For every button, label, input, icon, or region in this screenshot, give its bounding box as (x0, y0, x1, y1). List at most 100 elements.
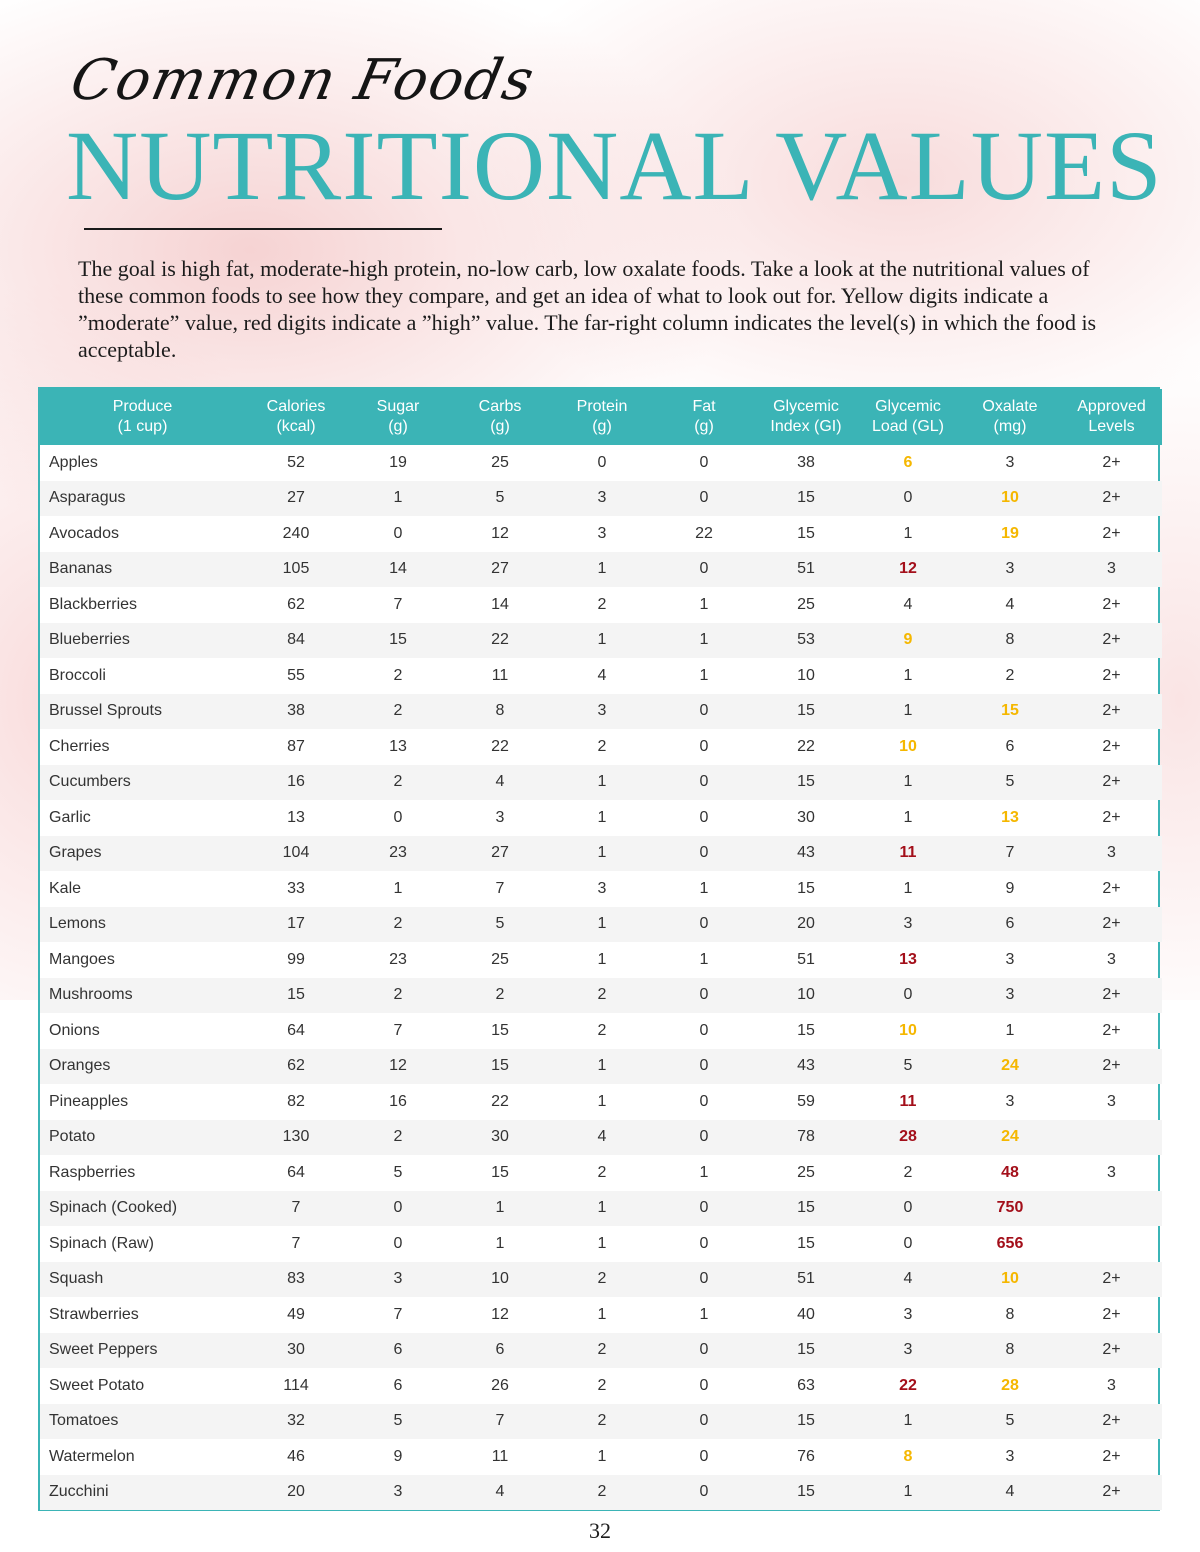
table-row: Kale 33 1 7 3 1 15 1 9 2+ (40, 871, 1162, 907)
cell-fat: 0 (653, 1119, 755, 1155)
cell-glycemic-load: 1 (903, 879, 913, 897)
cell-produce: Bananas (40, 551, 245, 587)
column-header-glycemic-index: Glycemic Index (GI) (755, 389, 857, 445)
cell-carbs: 3 (495, 808, 505, 826)
cell-carbs: 30 (449, 1119, 551, 1155)
cell-fat: 1 (653, 622, 755, 658)
cell-oxalate: 3 (1005, 950, 1015, 968)
cell-fat: 0 (699, 1021, 709, 1039)
column-header-sugar: Sugar (g) (347, 389, 449, 445)
cell-glycemic-index: 22 (797, 737, 815, 755)
cell-calories: 87 (287, 737, 305, 755)
cell-glycemic-index: 78 (755, 1119, 857, 1155)
cell-glycemic-load: 10 (899, 1021, 917, 1039)
cell-carbs: 1 (449, 1190, 551, 1226)
cell-produce: Watermelon (49, 1447, 135, 1465)
table-row: Strawberries 49 7 12 1 1 40 3 8 2+ (40, 1297, 1162, 1333)
table-body: Apples 52 19 25 0 0 38 6 3 2+ Asparagus 27 1 5 3 0 15 0 10… (40, 445, 1162, 1510)
cell-fat: 0 (653, 906, 755, 942)
cell-fat: 0 (699, 1092, 709, 1110)
cell-glycemic-index: 51 (797, 950, 815, 968)
column-header-unit: (g) (490, 418, 510, 435)
cell-oxalate: 2 (1005, 666, 1015, 684)
cell-glycemic-load: 6 (903, 453, 913, 471)
cell-oxalate: 750 (959, 1190, 1061, 1226)
cell-fat: 0 (653, 1048, 755, 1084)
column-header-line: Glycemic (875, 398, 941, 415)
cell-calories: 38 (245, 693, 347, 729)
cell-produce: Avocados (49, 524, 119, 542)
cell-oxalate: 4 (1005, 595, 1015, 613)
cell-produce: Zucchini (40, 1474, 245, 1510)
cell-produce: Brussel Sprouts (40, 693, 245, 729)
cell-protein: 2 (551, 1261, 653, 1297)
column-header-calories: Calories (kcal) (245, 389, 347, 445)
cell-produce: Spinach (Raw) (49, 1234, 154, 1252)
nutrition-table-container: Produce (1 cup) Calories (kcal) Sugar (g) Carb… (38, 387, 1162, 1511)
column-header-produce: Produce (1 cup) (40, 389, 245, 445)
cell-calories: 64 (287, 1163, 305, 1181)
cell-calories: 104 (245, 835, 347, 871)
cell-fat: 0 (653, 480, 755, 516)
table-row: Broccoli 55 2 11 4 1 10 1 2 2+ (40, 658, 1162, 694)
cell-protein: 1 (551, 764, 653, 800)
cell-oxalate: 3 (1005, 1447, 1015, 1465)
cell-approved-levels: 2+ (1061, 1474, 1162, 1510)
cell-protein: 2 (551, 1474, 653, 1510)
cell-protein: 3 (597, 524, 607, 542)
cell-carbs: 5 (449, 906, 551, 942)
cell-produce: Mushrooms (40, 977, 245, 1013)
cell-glycemic-index: 51 (755, 551, 857, 587)
column-header-unit: (mg) (993, 418, 1027, 435)
cell-carbs: 12 (491, 1305, 509, 1323)
table-row: Potato 130 2 30 4 0 78 28 24 (40, 1119, 1162, 1155)
cell-glycemic-index: 51 (755, 1261, 857, 1297)
cell-produce: Blueberries (40, 622, 245, 658)
cell-oxalate: 3 (959, 551, 1061, 587)
cell-glycemic-index: 30 (797, 808, 815, 826)
cell-glycemic-load: 1 (857, 1474, 959, 1510)
cell-oxalate: 10 (959, 480, 1061, 516)
cell-oxalate: 3 (959, 977, 1061, 1013)
cell-sugar: 1 (347, 480, 449, 516)
cell-protein: 1 (597, 950, 607, 968)
cell-fat: 1 (699, 950, 709, 968)
cell-protein: 1 (597, 1305, 607, 1323)
column-header-fat: Fat (g) (653, 389, 755, 445)
cell-oxalate: 8 (959, 622, 1061, 658)
cell-approved-levels: 2+ (1061, 1403, 1162, 1439)
cell-sugar: 15 (347, 622, 449, 658)
cell-approved-levels: 2+ (1061, 622, 1162, 658)
cell-glycemic-load: 5 (857, 1048, 959, 1084)
cell-produce: Sweet Potato (49, 1376, 145, 1394)
column-header-line: Glycemic (773, 398, 839, 415)
cell-carbs: 26 (491, 1376, 509, 1394)
cell-calories: 15 (245, 977, 347, 1013)
cell-oxalate: 4 (959, 1474, 1061, 1510)
cell-approved-levels (1061, 1119, 1162, 1155)
cell-carbs: 2 (449, 977, 551, 1013)
cell-sugar: 0 (393, 1234, 403, 1252)
table-row: Spinach (Cooked) 7 0 1 1 0 15 0 750 (40, 1190, 1162, 1226)
cell-glycemic-index: 10 (797, 666, 815, 684)
cell-sugar: 2 (347, 977, 449, 1013)
cell-carbs: 7 (495, 879, 505, 897)
table-header: Produce (1 cup) Calories (kcal) Sugar (g) Carb… (40, 389, 1162, 445)
cell-approved-levels: 2+ (1102, 595, 1121, 613)
cell-protein: 1 (551, 551, 653, 587)
cell-produce: Potato (40, 1119, 245, 1155)
nutrition-table: Produce (1 cup) Calories (kcal) Sugar (g) Carb… (40, 389, 1162, 1510)
cell-approved-levels: 3 (1107, 1163, 1116, 1181)
cell-protein: 1 (597, 808, 607, 826)
cell-calories: 30 (245, 1332, 347, 1368)
cell-fat: 1 (699, 879, 709, 897)
cell-calories: 240 (282, 524, 310, 542)
cell-calories: 114 (283, 1376, 309, 1394)
column-header-glycemic-load: Glycemic Load (GL) (857, 389, 959, 445)
cell-glycemic-load: 9 (857, 622, 959, 658)
cell-carbs: 14 (491, 595, 509, 613)
cell-glycemic-load: 1 (903, 524, 913, 542)
cell-calories: 83 (245, 1261, 347, 1297)
cell-glycemic-load: 3 (857, 906, 959, 942)
column-header-unit: (kcal) (276, 418, 316, 435)
